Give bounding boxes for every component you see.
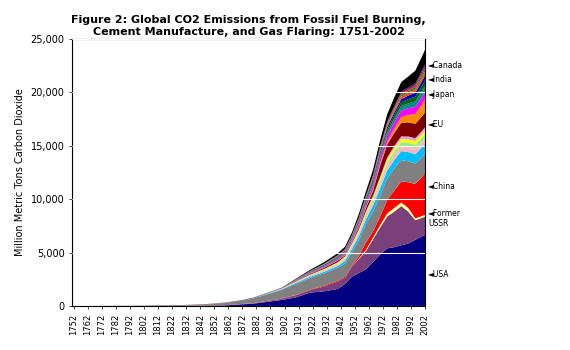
Text: ◄USA: ◄USA bbox=[428, 270, 450, 279]
Text: ◄China: ◄China bbox=[428, 182, 456, 191]
Title: Figure 2: Global CO2 Emissions from Fossil Fuel Burning,
Cement Manufacture, and: Figure 2: Global CO2 Emissions from Foss… bbox=[71, 15, 426, 37]
Text: ◄Japan: ◄Japan bbox=[428, 90, 455, 99]
Text: ◄Former
USSR: ◄Former USSR bbox=[428, 209, 461, 228]
Text: ◄Canada: ◄Canada bbox=[428, 61, 463, 70]
Y-axis label: Million Metric Tons Carbon Dioxide: Million Metric Tons Carbon Dioxide bbox=[15, 89, 25, 257]
Text: ◄India: ◄India bbox=[428, 75, 453, 84]
Text: ◄EU: ◄EU bbox=[428, 120, 444, 129]
